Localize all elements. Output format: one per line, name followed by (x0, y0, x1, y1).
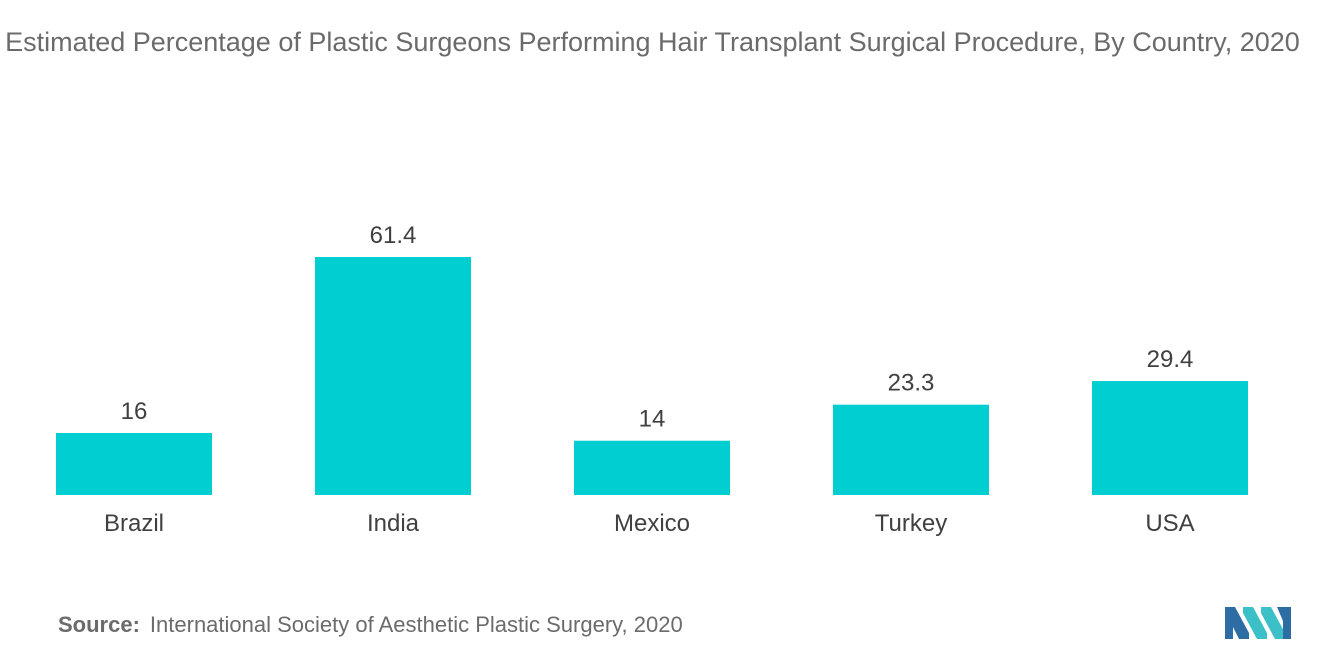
category-label-mexico: Mexico (614, 510, 690, 537)
value-label-mexico: 14 (639, 406, 666, 433)
chart-title: Estimated Percentage of Plastic Surgeons… (5, 27, 1300, 57)
bar-chart: 16 61.4 14 23.3 29.4 Brazil India Mexico Turkey… (56, 222, 1248, 537)
source-text: International Society of Aesthetic Plast… (149, 612, 683, 637)
bar-mexico (574, 440, 730, 495)
category-label-india: India (367, 510, 420, 537)
bar-brazil (56, 432, 212, 495)
value-label-turkey: 23.3 (888, 370, 935, 397)
value-label-brazil: 16 (121, 398, 148, 425)
bars-group (56, 257, 1248, 495)
category-label-turkey: Turkey (875, 510, 947, 537)
category-labels-group: Brazil India Mexico Turkey USA (104, 510, 1195, 537)
bar-turkey (833, 404, 989, 495)
category-label-usa: USA (1145, 510, 1194, 537)
value-label-india: 61.4 (370, 222, 417, 249)
value-labels-group: 16 61.4 14 23.3 29.4 (121, 222, 1194, 433)
value-label-usa: 29.4 (1147, 346, 1194, 373)
source-note: Source: International Society of Aestheti… (58, 612, 683, 638)
mordor-intelligence-logo-icon (1225, 607, 1291, 639)
bar-usa (1092, 381, 1248, 495)
bar-india (315, 257, 471, 495)
category-label-brazil: Brazil (104, 510, 164, 537)
source-key: Source: (58, 612, 140, 637)
